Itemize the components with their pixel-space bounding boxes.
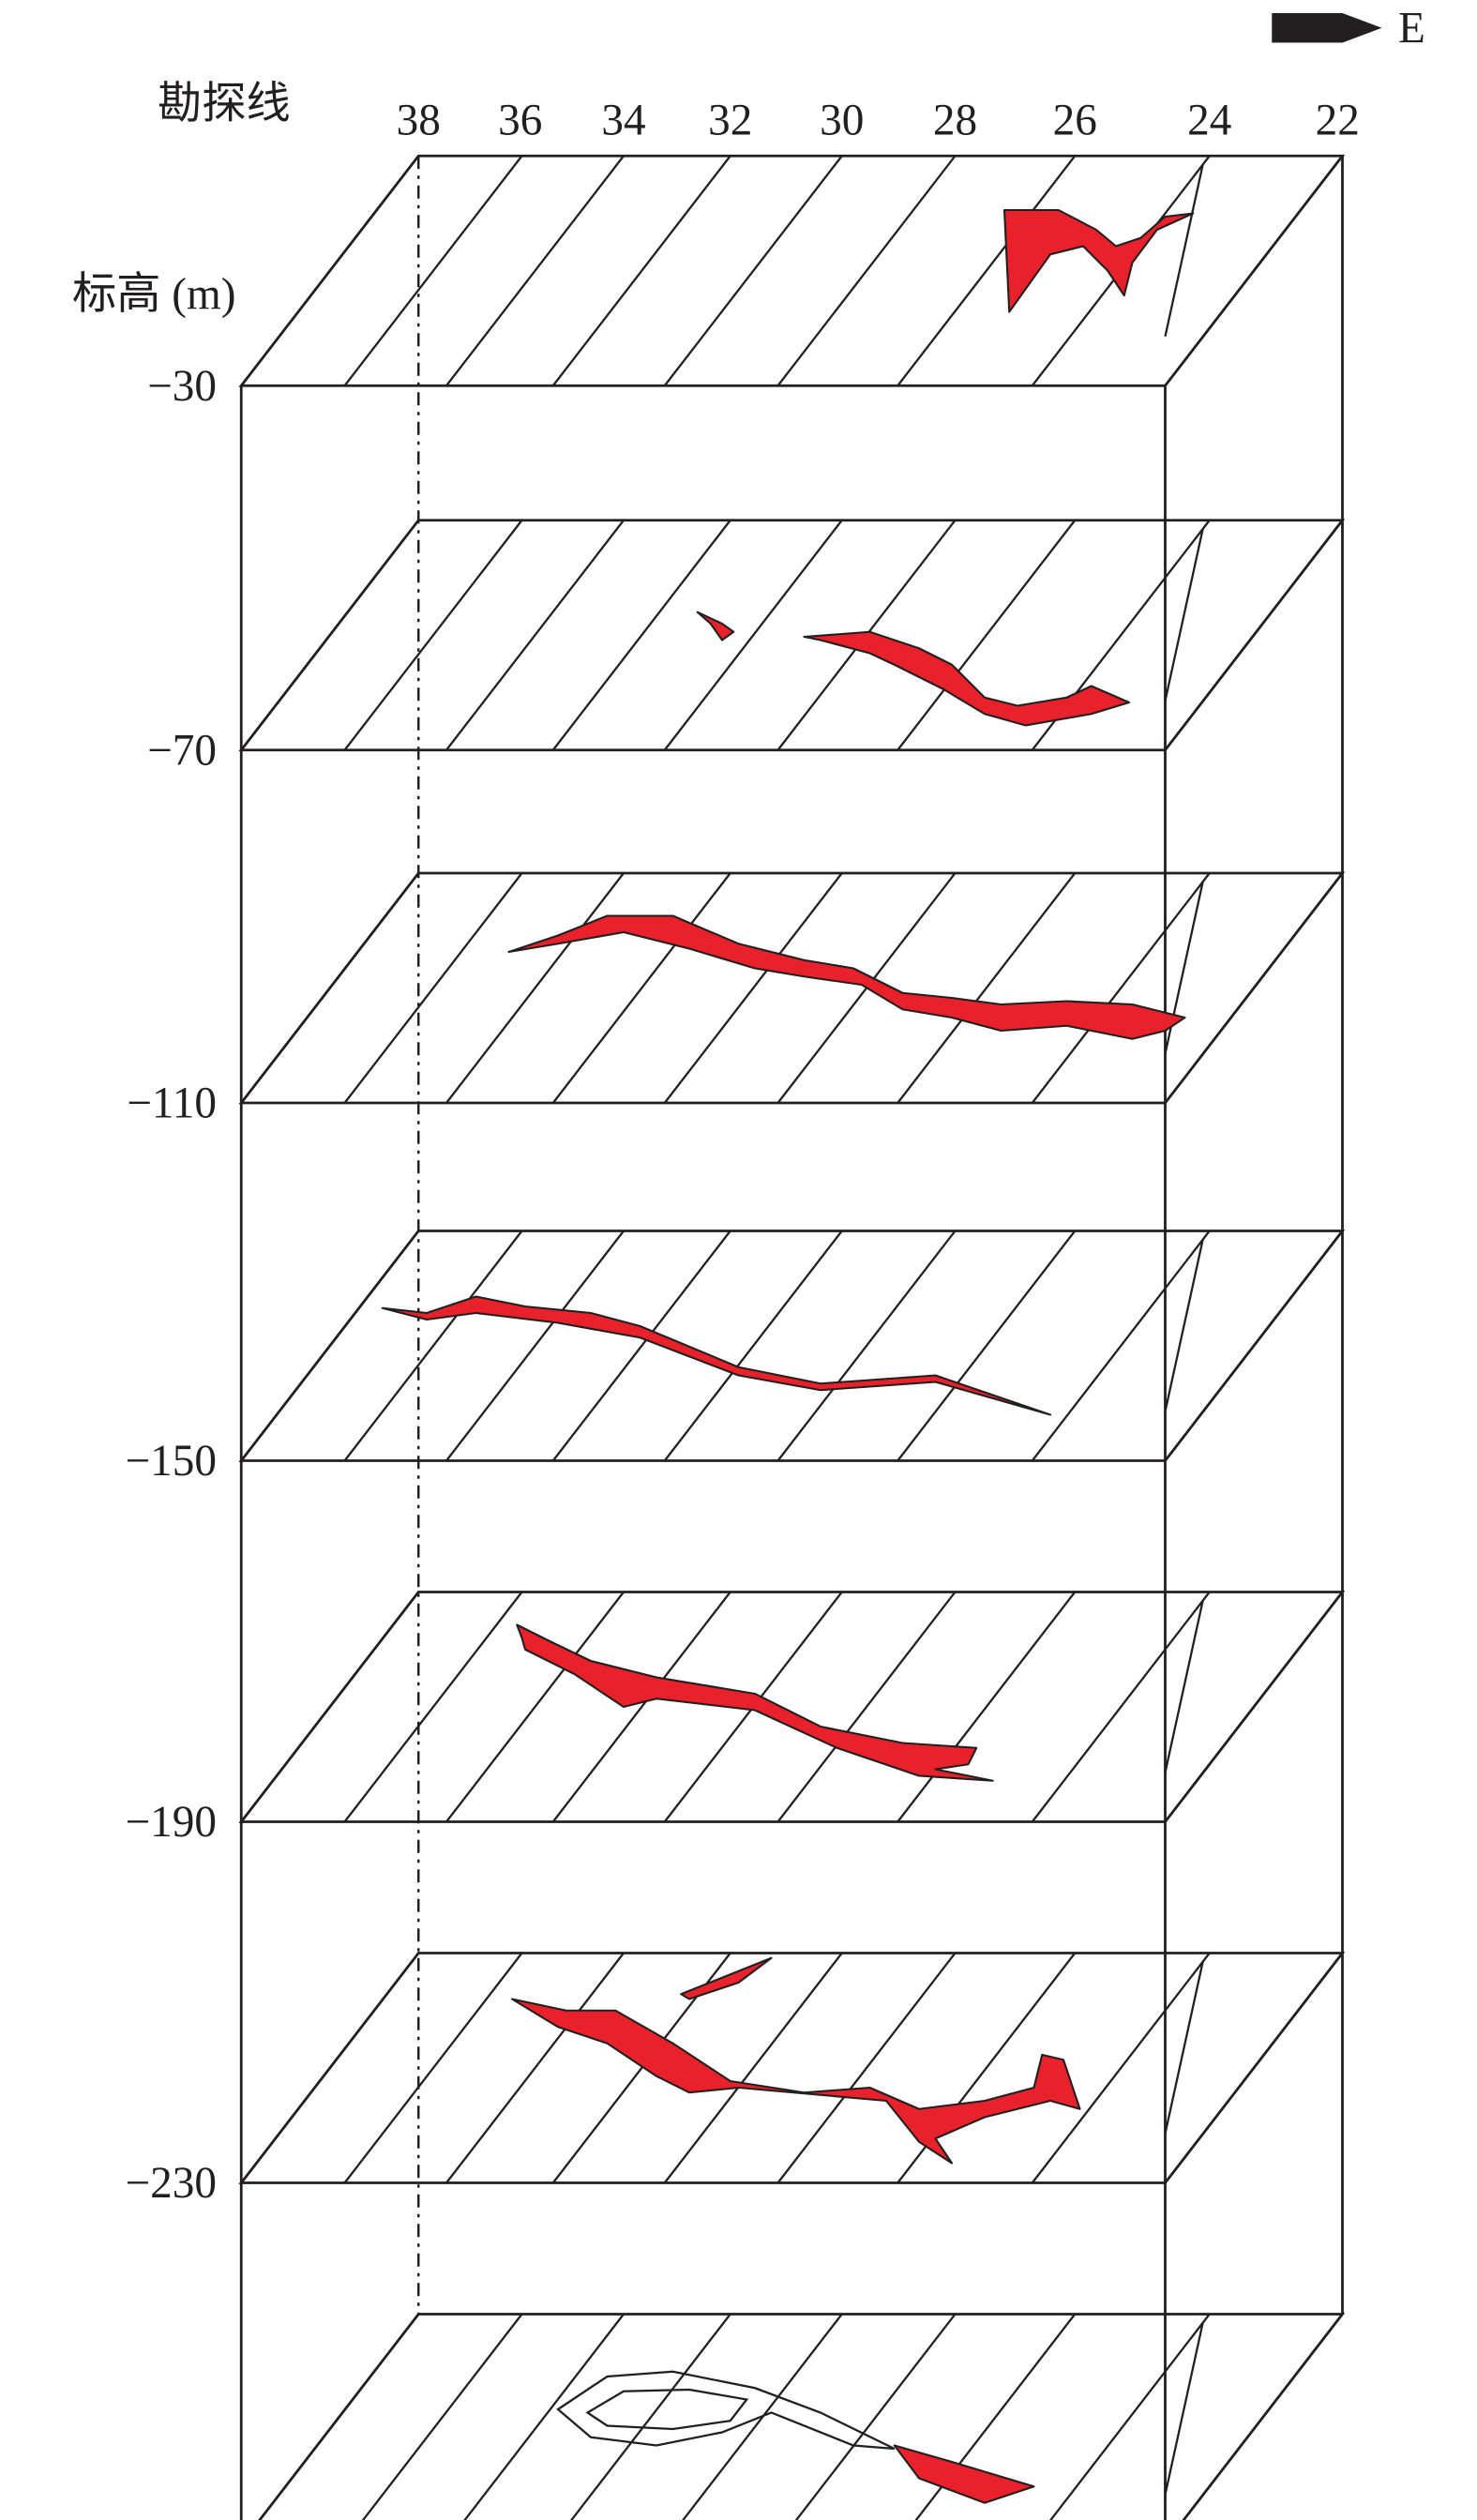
hatch-line	[343, 1591, 523, 1823]
hatch-line	[663, 1952, 843, 2184]
hatch-line	[897, 1591, 1077, 1823]
slice-plane	[238, 154, 1346, 387]
hatch-line	[463, 2313, 625, 2520]
ore	[507, 914, 1186, 1040]
slice-plane	[238, 1230, 1346, 1462]
hatch-line	[551, 1591, 731, 1823]
hatch-line	[663, 872, 843, 1104]
elevation-label: 标高 (m)	[72, 270, 235, 319]
hatch-line	[343, 872, 523, 1104]
hatch-line	[1164, 528, 1204, 702]
outline	[556, 2370, 896, 2451]
elevation-tick-label: −230	[126, 2159, 217, 2208]
hatch-line	[663, 520, 843, 751]
hatch-line	[551, 520, 731, 751]
exploration-line-number: 32	[708, 96, 752, 144]
hatch-line	[897, 520, 1077, 751]
hatch-line	[1164, 1239, 1204, 1412]
hatch-line	[1031, 1952, 1211, 2184]
exploration-line-number: 34	[601, 96, 645, 144]
hatch-line	[445, 1591, 625, 1823]
hatch-line	[343, 520, 523, 751]
hatch-line	[1164, 2322, 1204, 2496]
exploration-line-number: 26	[1053, 96, 1097, 144]
elevation-tick-label: −30	[147, 362, 217, 411]
hatch-line	[914, 2313, 1077, 2520]
ore	[696, 611, 735, 641]
hatch-line	[1031, 872, 1211, 1104]
elevation-tick-label: −190	[126, 1798, 217, 1847]
hatch-line	[1164, 163, 1204, 337]
hatch-line	[897, 872, 1077, 1104]
hatch-line	[445, 155, 625, 386]
hatch-line	[1031, 1591, 1211, 1823]
hatch-line	[1164, 1600, 1204, 1773]
hatch-line	[343, 1952, 523, 2184]
exploration-line-label: 勘探线	[158, 80, 291, 128]
ore	[680, 1956, 773, 2000]
exploration-line-number: 22	[1316, 96, 1360, 144]
hatch-line	[776, 1230, 957, 1462]
slice-plane	[238, 1591, 1346, 1823]
ore	[516, 1623, 994, 1782]
hatch-line	[361, 2313, 523, 2520]
hatch-line	[776, 155, 957, 386]
ore	[510, 1998, 1081, 2165]
g	[238, 154, 1346, 2520]
hatch-line	[776, 1591, 957, 1823]
exploration-line-number: 30	[820, 96, 864, 144]
hatch-line	[445, 872, 625, 1104]
hatch-line	[794, 2313, 957, 2520]
exploration-line-number: 36	[498, 96, 542, 144]
elevation-tick-label: −70	[147, 726, 217, 775]
slice-plane	[238, 519, 1346, 752]
hatch-line	[551, 872, 731, 1104]
elevation-tick-label: −110	[127, 1079, 217, 1128]
exploration-line-number: 28	[933, 96, 977, 144]
hatch-line	[445, 1230, 625, 1462]
hatch-line	[551, 1230, 731, 1462]
orebody	[381, 208, 1195, 2504]
direction-label: E	[1398, 4, 1425, 53]
slice-plane	[258, 2313, 1346, 2520]
ore	[1002, 208, 1195, 313]
elevation-tick-label: −150	[126, 1437, 217, 1486]
hatch-line	[897, 155, 1077, 386]
hatch-line	[681, 2313, 843, 2520]
ore	[803, 630, 1131, 727]
hatch-line	[551, 155, 731, 386]
outline	[585, 2388, 749, 2431]
direction-arrow	[1272, 12, 1382, 43]
exploration-line-number: 24	[1187, 96, 1231, 144]
ore	[381, 1295, 1052, 1416]
slice-plane	[238, 871, 1346, 1105]
hatch-line	[343, 1230, 523, 1462]
hatch-line	[569, 2313, 731, 2520]
hatch-line	[445, 1952, 625, 2184]
hatch-line	[897, 1230, 1077, 1462]
exploration-line-number: 38	[397, 96, 441, 144]
hatch-line	[663, 155, 843, 386]
hatch-line	[1048, 2313, 1211, 2520]
hatch-line	[343, 155, 523, 386]
slice-plane	[238, 1952, 1346, 2184]
hatch-line	[445, 520, 625, 751]
hatch-line	[1031, 1230, 1211, 1462]
block-frame	[239, 156, 1344, 2520]
hatch-line	[776, 1952, 957, 2184]
hatch-line	[1164, 1961, 1204, 2135]
hatch-line	[663, 1230, 843, 1462]
ore	[893, 2444, 1035, 2504]
